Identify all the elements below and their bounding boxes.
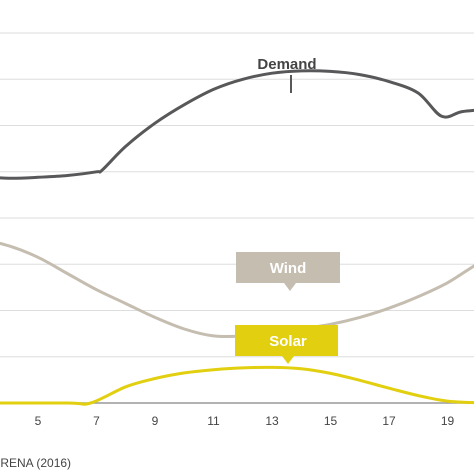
demand-label: Demand [257,56,317,93]
wind-label-text: Wind [270,260,307,277]
solar-label-box [235,325,338,364]
solar-series-line [0,365,474,406]
x-tick-label: 5 [35,414,42,428]
x-tick-label: 7 [93,414,100,428]
wind-label-box [236,252,340,291]
x-tick-label: 19 [441,414,455,428]
x-axis-ticks: 5 7 9 11 13 15 17 19 [35,414,455,428]
solar-label: Solar [235,325,338,364]
demand-label-text: Demand [257,56,316,73]
x-tick-label: 17 [382,414,396,428]
demand-series-line [0,69,474,180]
x-tick-label: 15 [324,414,338,428]
wind-label: Wind [236,252,340,291]
x-tick-label: 11 [207,414,220,428]
solar-label-text: Solar [269,333,307,350]
x-tick-label: 9 [152,414,159,428]
source-note: IRENA (2016) [0,456,71,470]
x-tick-label: 13 [265,414,279,428]
gridlines [0,32,474,404]
